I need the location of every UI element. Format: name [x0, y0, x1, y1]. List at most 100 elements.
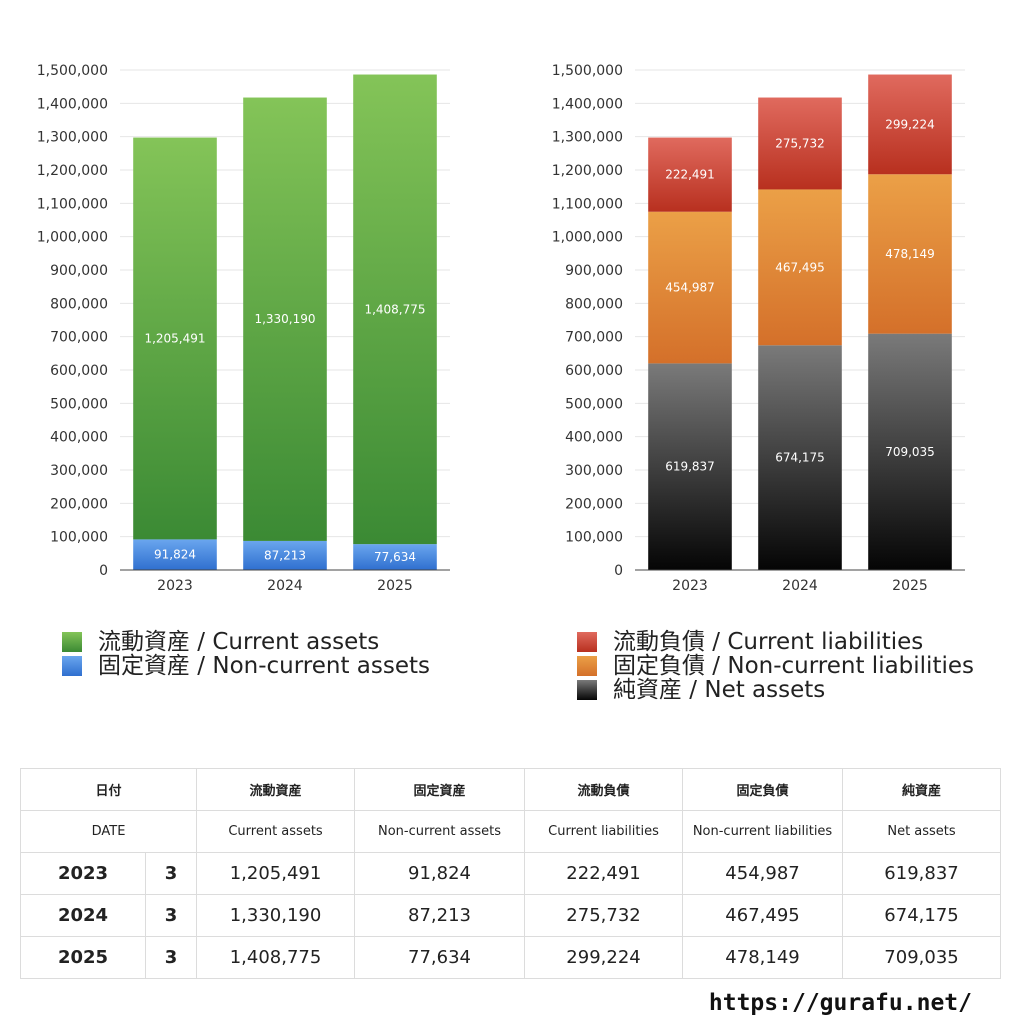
header-date-jp: 日付 — [19, 768, 198, 811]
data-label-current-assets-2025: 1,408,775 — [364, 302, 425, 316]
cell-net-assets: 674,175 — [842, 894, 1002, 937]
legend-swatch-non-current-liabilities — [577, 656, 597, 676]
x-tick-label: 2023 — [672, 578, 708, 594]
data-label-non-current-liabilities-2023: 454,987 — [665, 281, 715, 295]
legend-swatch-current-assets — [62, 632, 82, 652]
y-tick-label: 1,200,000 — [37, 163, 108, 179]
liabilities-legend: 流動負債 / Current liabilities 固定負債 / Non-cu… — [577, 630, 974, 702]
cell-current-assets: 1,205,491 — [196, 852, 356, 895]
cell-current-assets: 1,330,190 — [196, 894, 356, 937]
legend-label-non-current-liabilities: 固定負債 / Non-current liabilities — [613, 653, 974, 679]
row-year: 2024 — [20, 894, 146, 937]
y-tick-label: 0 — [614, 563, 623, 579]
row-month: 3 — [144, 894, 198, 937]
bar-non-current-assets-2023 — [133, 539, 217, 570]
y-tick-label: 100,000 — [565, 530, 623, 546]
assets-legend: 流動資産 / Current assets 固定資産 / Non-current… — [62, 630, 430, 678]
data-label-non-current-liabilities-2024: 467,495 — [775, 260, 825, 274]
y-tick-label: 100,000 — [50, 530, 108, 546]
table-row: 2025 3 1,408,775 77,634 299,224 478,149 … — [20, 936, 1002, 979]
bar-net-assets-2025 — [868, 333, 952, 570]
cell-net-assets: 709,035 — [842, 936, 1002, 979]
legend-swatch-non-current-assets — [62, 656, 82, 676]
y-tick-label: 1,000,000 — [37, 230, 108, 246]
header-date-en: DATE — [19, 810, 198, 853]
data-label-non-current-assets-2025: 77,634 — [374, 550, 416, 564]
y-tick-label: 700,000 — [565, 330, 623, 346]
data-label-net-assets-2023: 619,837 — [665, 460, 715, 474]
header-non-current-assets-en: Non-current assets — [354, 810, 526, 853]
liabilities-net-assets-chart: 0 100,000 200,000 300,000 400,000 500,000 600,… — [552, 63, 965, 594]
table-header-en: DATE Current assets Non-current assets C… — [19, 810, 1002, 853]
y-tick-label: 1,400,000 — [37, 96, 108, 112]
cell-current-liabilities: 222,491 — [524, 852, 684, 895]
legend-label-net-assets: 純資産 / Net assets — [613, 677, 826, 703]
y-tick-label: 300,000 — [565, 463, 623, 479]
header-non-current-assets-jp: 固定資産 — [354, 768, 526, 811]
bar-non-current-assets-2025 — [353, 544, 437, 570]
assets-chart: 0 100,000 200,000 300,000 400,000 500,000 600,… — [37, 63, 450, 594]
header-current-assets-jp: 流動資産 — [196, 768, 356, 811]
legend-label-current-assets: 流動資産 / Current assets — [98, 629, 380, 655]
y-tick-label: 0 — [99, 563, 108, 579]
bar-non-current-liabilities-2024 — [758, 189, 842, 346]
header-current-assets-en: Current assets — [196, 810, 356, 853]
cell-current-liabilities: 299,224 — [524, 936, 684, 979]
legend-label-non-current-assets: 固定資産 / Non-current assets — [98, 653, 431, 679]
data-label-current-assets-2024: 1,330,190 — [254, 312, 315, 326]
cell-net-assets: 619,837 — [842, 852, 1002, 895]
legend-item-non-current-liabilities: 固定負債 / Non-current liabilities — [577, 654, 974, 678]
bar-net-assets-2023 — [648, 363, 732, 570]
x-tick-label: 2025 — [892, 578, 928, 594]
y-tick-label: 900,000 — [50, 263, 108, 279]
legend-item-net-assets: 純資産 / Net assets — [577, 678, 974, 702]
data-label-current-assets-2023: 1,205,491 — [144, 331, 205, 345]
data-label-non-current-assets-2024: 87,213 — [264, 548, 306, 562]
row-month: 3 — [144, 936, 198, 979]
header-current-liabilities-jp: 流動負債 — [524, 768, 684, 811]
legend-item-current-assets: 流動資産 / Current assets — [62, 630, 430, 654]
y-tick-label: 1,200,000 — [552, 163, 623, 179]
cell-non-current-assets: 77,634 — [354, 936, 526, 979]
bar-current-assets-2025 — [353, 74, 437, 545]
y-tick-label: 800,000 — [565, 296, 623, 312]
y-tick-label: 600,000 — [565, 363, 623, 379]
bar-current-liabilities-2025 — [868, 74, 952, 175]
legend-item-non-current-assets: 固定資産 / Non-current assets — [62, 654, 430, 678]
y-tick-label: 300,000 — [50, 463, 108, 479]
legend-label-current-liabilities: 流動負債 / Current liabilities — [613, 629, 924, 655]
y-tick-label: 900,000 — [565, 263, 623, 279]
data-label-net-assets-2024: 674,175 — [775, 451, 825, 465]
y-tick-label: 600,000 — [50, 363, 108, 379]
balance-sheet-table: 日付 流動資産 固定資産 流動負債 固定負債 純資産 DATE Current … — [19, 768, 1002, 979]
y-tick-label: 1,000,000 — [552, 230, 623, 246]
bar-current-assets-2024 — [243, 97, 327, 541]
y-tick-label: 1,500,000 — [37, 63, 108, 79]
legend-swatch-net-assets — [577, 680, 597, 700]
cell-non-current-liabilities: 467,495 — [682, 894, 844, 937]
y-tick-label: 1,400,000 — [552, 96, 623, 112]
y-tick-label: 700,000 — [50, 330, 108, 346]
y-tick-label: 1,300,000 — [552, 130, 623, 146]
bar-non-current-liabilities-2023 — [648, 211, 732, 364]
balance-sheet-charts: 0 100,000 200,000 300,000 400,000 500,000 600,… — [37, 63, 965, 594]
data-label-current-liabilities-2023: 222,491 — [665, 168, 715, 182]
header-non-current-liabilities-jp: 固定負債 — [682, 768, 844, 811]
y-tick-label: 200,000 — [565, 496, 623, 512]
row-month: 3 — [144, 852, 198, 895]
cell-non-current-assets: 87,213 — [354, 894, 526, 937]
site-url[interactable]: https://gurafu.net/ — [708, 990, 972, 1016]
y-tick-label: 200,000 — [50, 496, 108, 512]
cell-non-current-liabilities: 454,987 — [682, 852, 844, 895]
table-header-jp: 日付 流動資産 固定資産 流動負債 固定負債 純資産 — [19, 768, 1002, 811]
row-year: 2025 — [20, 936, 146, 979]
data-label-net-assets-2025: 709,035 — [885, 445, 935, 459]
x-tick-label: 2024 — [267, 578, 303, 594]
y-tick-label: 500,000 — [565, 396, 623, 412]
data-label-non-current-assets-2023: 91,824 — [154, 548, 196, 562]
cell-current-assets: 1,408,775 — [196, 936, 356, 979]
y-tick-label: 1,300,000 — [37, 130, 108, 146]
y-tick-label: 500,000 — [50, 396, 108, 412]
legend-swatch-current-liabilities — [577, 632, 597, 652]
header-net-assets-en: Net assets — [842, 810, 1002, 853]
